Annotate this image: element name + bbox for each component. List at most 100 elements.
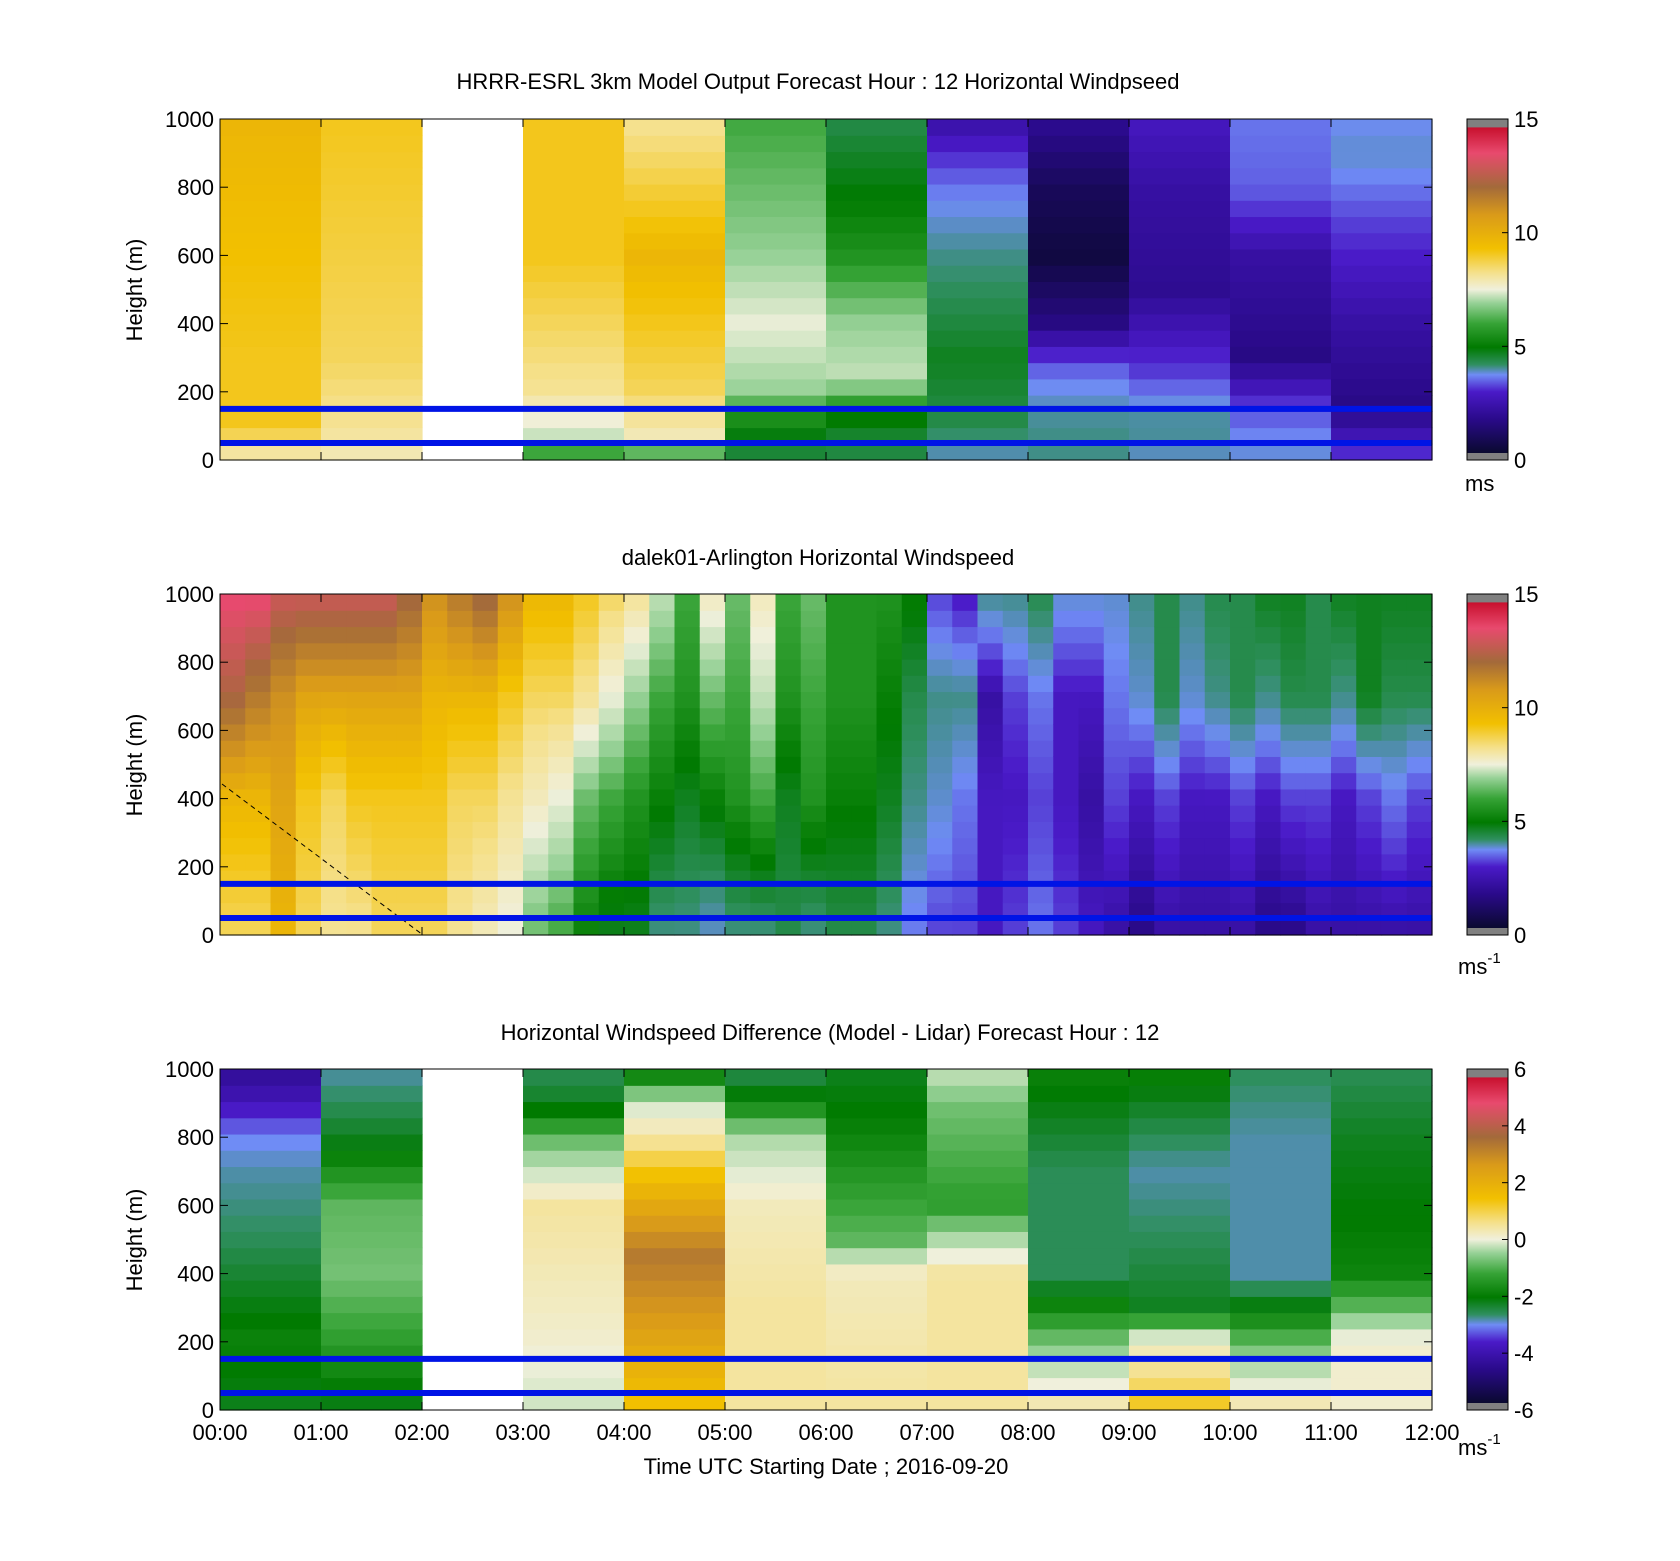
heatmap-cell [1028, 216, 1130, 234]
heatmap-cell [523, 411, 625, 429]
heatmap-cell [750, 805, 777, 822]
colorbar-tick-label: 15 [1514, 107, 1538, 132]
heatmap-cell [573, 853, 600, 871]
heatmap-cell [1230, 1182, 1332, 1200]
heatmap-cell [1331, 248, 1433, 266]
heatmap-cell [725, 216, 827, 234]
heatmap-cell [624, 1198, 726, 1216]
x-ticks [219, 594, 1433, 935]
heatmap-cell [1230, 707, 1256, 725]
heatmap-cell [1078, 675, 1105, 693]
heatmap-cell [952, 886, 979, 904]
heatmap-cell [1002, 772, 1029, 790]
heatmap-cell [1028, 626, 1054, 644]
heatmap-cell [447, 691, 474, 709]
heatmap-cell [598, 707, 625, 725]
heatmap-cell [1154, 691, 1181, 709]
heatmap-cell [624, 135, 726, 153]
heatmap-cell [1129, 183, 1231, 201]
heatmap-cell [1028, 313, 1130, 331]
heatmap-cell [624, 626, 650, 644]
heatmap-cell [1129, 346, 1231, 364]
heatmap-cell [295, 642, 322, 660]
heatmap-cell [1103, 772, 1130, 790]
heatmap-cell [876, 837, 903, 855]
heatmap-cell [851, 853, 878, 871]
panel-title: Horizontal Windspeed Difference (Model -… [501, 1020, 1160, 1045]
heatmap-cell [699, 837, 726, 855]
heatmap-cell [927, 265, 1029, 282]
panel-lidar: dalek01-Arlington Horizontal Windspeed 0… [122, 545, 1538, 979]
heatmap-cell [1305, 788, 1332, 806]
heatmap-cell [826, 756, 852, 774]
heatmap-cell [699, 805, 726, 822]
heatmap-cell [523, 443, 625, 461]
heatmap-cell [927, 362, 1029, 380]
heatmap-cell [927, 313, 1029, 331]
heatmap-cell [447, 740, 474, 757]
heatmap-cell [220, 1069, 322, 1086]
heatmap-cell [674, 756, 701, 774]
heatmap-cell [826, 411, 928, 429]
heatmap-cell [573, 675, 600, 693]
heatmap-cell [396, 756, 423, 774]
heatmap-cell [1129, 167, 1231, 185]
heatmap-cell [220, 1085, 322, 1103]
heatmap-cell [598, 723, 625, 741]
heatmap-cell [346, 691, 373, 709]
heatmap-cell [750, 756, 777, 774]
heatmap-cell [1230, 281, 1332, 299]
heatmap-cell [220, 675, 246, 693]
heatmap-cell [523, 1198, 625, 1216]
heatmap-cell [1381, 837, 1408, 855]
heatmap-cell [1230, 805, 1256, 822]
heatmap-cell [1028, 805, 1054, 822]
heatmap-cell [826, 821, 852, 839]
heatmap-cell [649, 626, 676, 644]
heatmap-cell [346, 642, 373, 660]
heatmap-cell [826, 1393, 928, 1411]
heatmap-cell [725, 821, 751, 839]
heatmap-cell [1028, 740, 1054, 757]
y-tick-label: 400 [177, 787, 214, 812]
heatmap-cell [523, 675, 549, 693]
heatmap-cell [497, 626, 524, 644]
heatmap-cell [1331, 1361, 1433, 1379]
heatmap-cell [826, 1101, 928, 1119]
panel-title: dalek01-Arlington Horizontal Windspeed [622, 545, 1015, 570]
heatmap-cell [346, 740, 373, 757]
heatmap-cell [725, 119, 827, 136]
heatmap-cell [750, 691, 777, 709]
x-tick-label: 09:00 [1101, 1420, 1156, 1445]
heatmap-cell [826, 330, 928, 347]
colorbar-ticks: 0 5 10 15 [1502, 107, 1538, 473]
heatmap-cell [220, 756, 246, 774]
heatmap-cell [725, 232, 827, 250]
y-tick-label: 0 [202, 923, 214, 948]
heatmap-cell [321, 691, 347, 709]
heatmap-cell [523, 297, 625, 315]
heatmap-cell [674, 821, 701, 839]
heatmap-cell [1204, 918, 1231, 936]
heatmap-cell [321, 837, 347, 855]
heatmap-cell [497, 837, 524, 855]
heatmap-cell [1129, 626, 1155, 644]
x-tick-label: 02:00 [394, 1420, 449, 1445]
heatmap-cell [1331, 330, 1433, 347]
heatmap-cell [699, 853, 726, 871]
heatmap-cell [1230, 1117, 1332, 1135]
heatmap-cell [800, 610, 827, 628]
heatmap-cell [1078, 707, 1105, 725]
heatmap-cell [321, 297, 423, 315]
heatmap-cell [1406, 837, 1433, 855]
heatmap-cell [1129, 610, 1155, 628]
heatmap-cell [699, 691, 726, 709]
heatmap-cell [826, 265, 928, 282]
heatmap-cell [750, 886, 777, 904]
heatmap-cell [220, 216, 322, 234]
heatmap-cell [321, 1263, 423, 1281]
heatmap-cell [220, 723, 246, 741]
heatmap-cell [447, 821, 474, 839]
heatmap-cell [1078, 658, 1105, 676]
heatmap-cell [523, 707, 549, 725]
